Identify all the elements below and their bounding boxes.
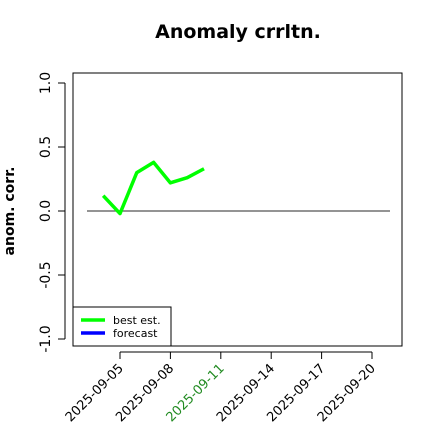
y-axis-label: anom. corr. xyxy=(2,167,18,256)
legend-label: forecast xyxy=(113,327,158,340)
y-tick-label: -1.0 xyxy=(38,325,54,352)
legend-label: best est. xyxy=(113,314,161,327)
y-tick-label: 0.5 xyxy=(38,136,54,158)
plot-frame xyxy=(72,72,403,347)
y-tick-label: -0.5 xyxy=(38,261,54,288)
series-line xyxy=(101,160,205,216)
chart-title: Anomaly crrltn. xyxy=(155,21,321,43)
y-tick-label: 0.0 xyxy=(38,200,54,222)
y-tick-label: 1.0 xyxy=(38,72,54,94)
legend-box xyxy=(72,306,172,347)
